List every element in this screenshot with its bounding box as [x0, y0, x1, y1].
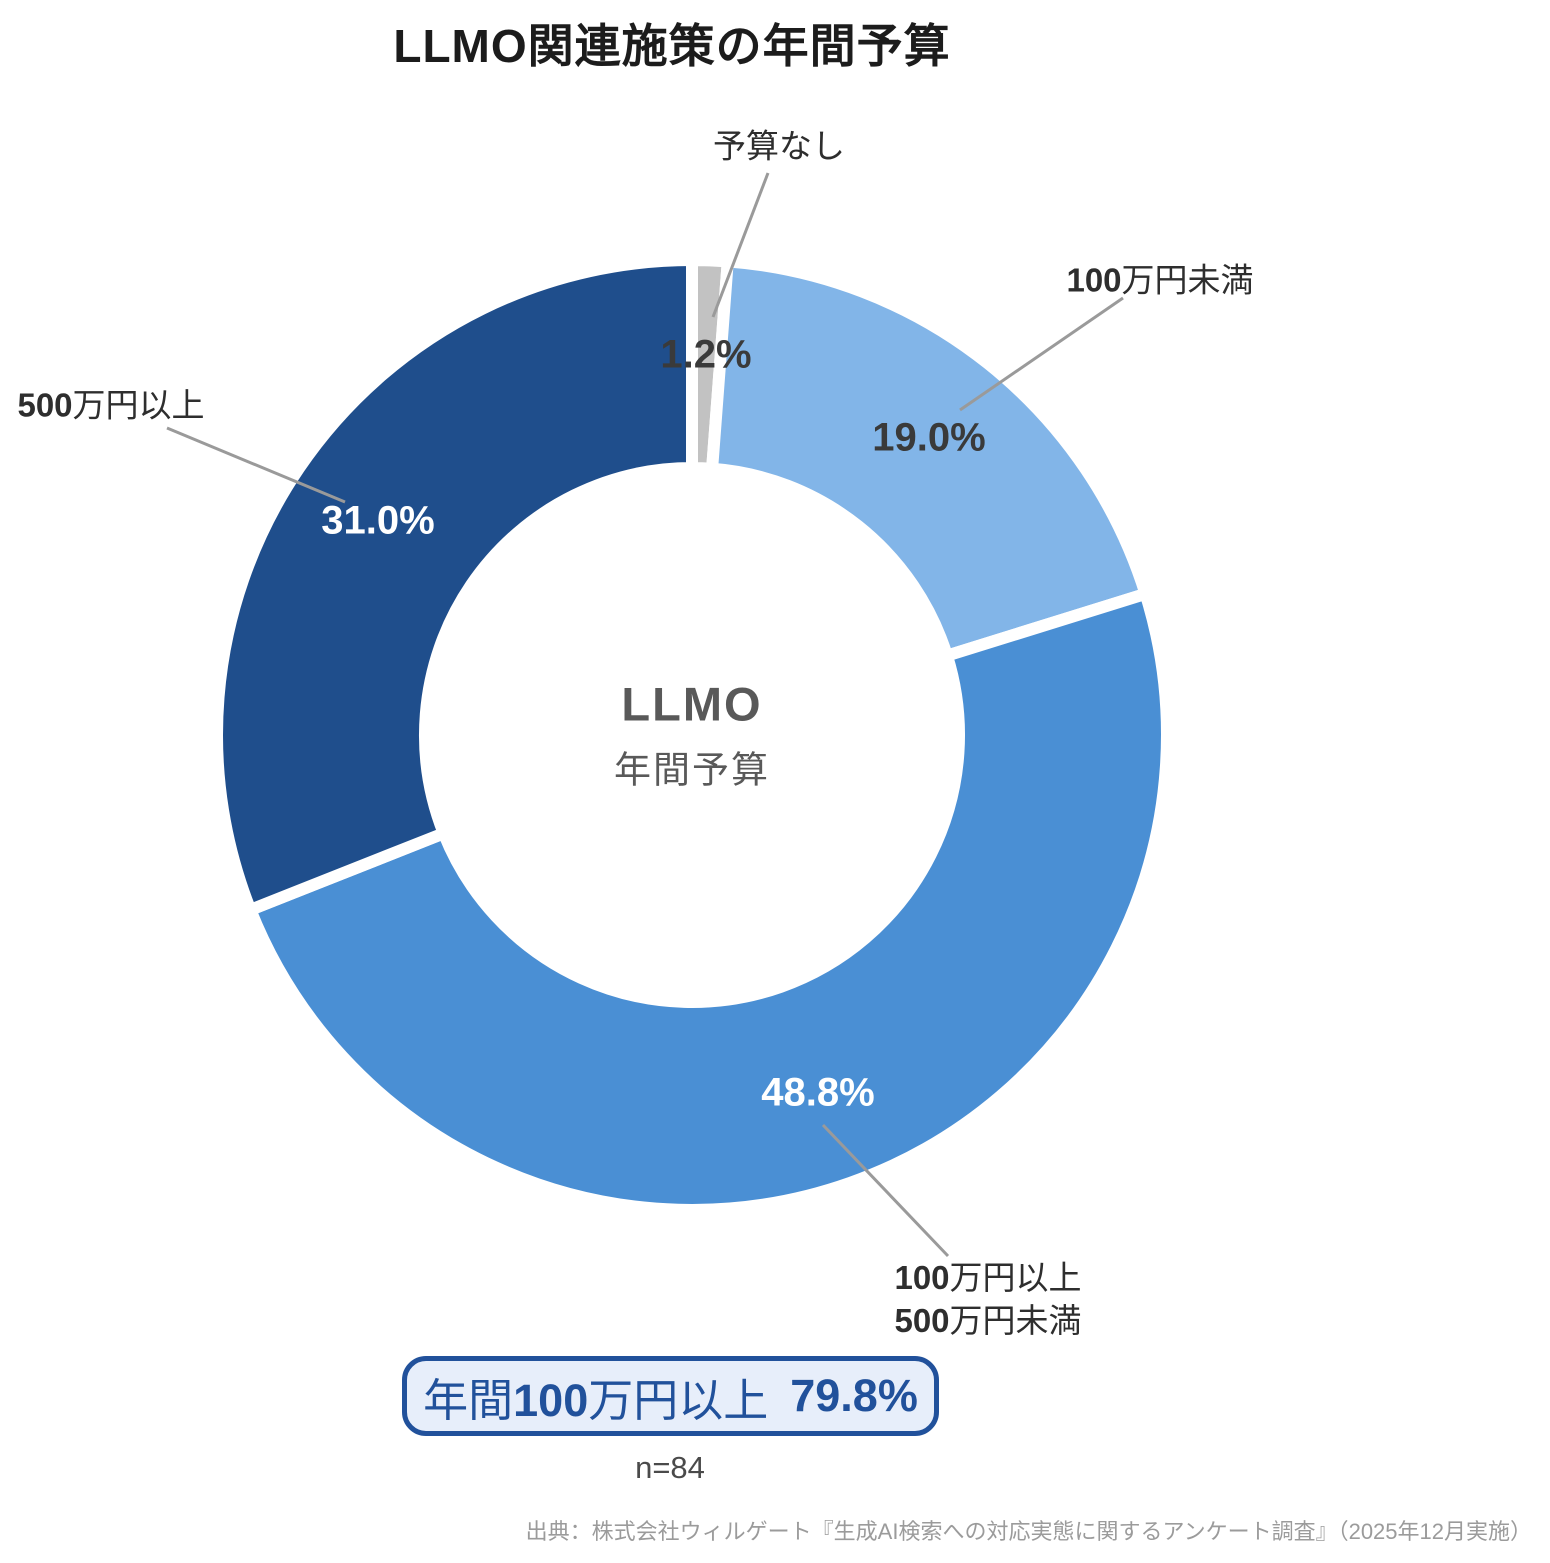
donut-segment-2 — [242, 586, 1173, 1216]
donut-center-title: LLMO — [621, 677, 763, 731]
segment-percent-under-1m: 19.0% — [872, 415, 986, 460]
summary-callout-value: 79.8% — [790, 1370, 918, 1421]
source-note: 出典：株式会社ウィルゲート『生成AI検索への対応実態に関するアンケート調査』（2… — [525, 1519, 1532, 1544]
donut-segment-3 — [211, 253, 698, 918]
segment-percent-over-5m: 31.0% — [321, 498, 435, 543]
segment-label-no-budget: 予算なし — [713, 127, 845, 165]
donut-segment-1 — [705, 254, 1154, 664]
leader-line-1 — [959, 296, 1124, 412]
segment-label-under-1m: 100万円未満 — [1066, 261, 1254, 299]
sample-size: n=84 — [635, 1450, 705, 1485]
donut-center-label: LLMO 年間予算 — [614, 677, 770, 794]
leader-line-0 — [711, 172, 770, 318]
segment-percent-no-budget: 1.2% — [660, 332, 752, 377]
donut-center-subtitle: 年間予算 — [614, 749, 770, 791]
leader-line-3 — [166, 426, 346, 504]
segment-label-over-5m: 500万円以上 — [17, 386, 205, 424]
segment-percent-1m-to-5m: 48.8% — [761, 1070, 875, 1115]
summary-callout-label: 年間100万円以上 — [423, 1374, 769, 1426]
segment-label-1m-to-5m: 100万円以上 500万円未満 — [894, 1259, 1082, 1339]
summary-callout: 年間100万円以上 79.8% — [402, 1356, 939, 1436]
chart-title: LLMO関連施策の年間予算 — [393, 20, 951, 72]
leader-line-2 — [821, 1123, 950, 1258]
